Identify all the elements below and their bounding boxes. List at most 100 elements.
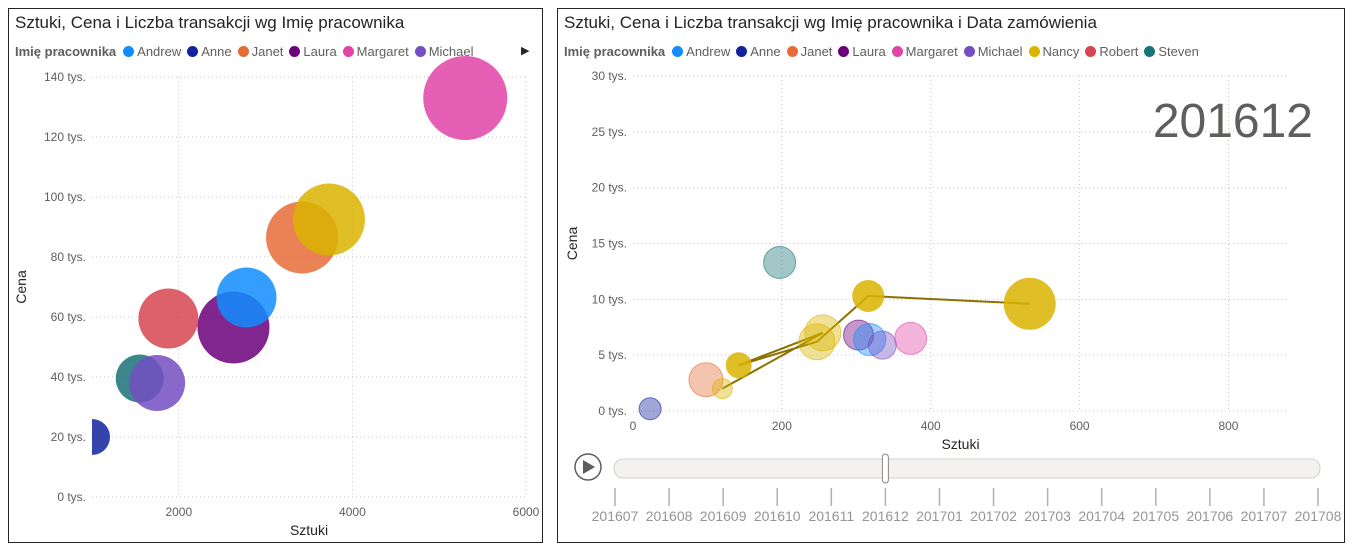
legend-title: Imię pracownika [15, 44, 117, 59]
play-axis-label: 201607 [592, 508, 639, 524]
legend-marker [891, 46, 903, 57]
y-tick-label: 20 tys. [51, 430, 86, 444]
play-axis: 201607 201608 201609 201610 201611 201612 2017… [574, 453, 1342, 524]
y-tick-label: 60 tys. [51, 310, 86, 324]
play-axis-label: 201702 [970, 508, 1017, 524]
y-tick-label: 0 tys. [57, 490, 86, 504]
legend-label: Anne [201, 44, 232, 59]
legend-item-steven[interactable]: Steven [1144, 44, 1199, 59]
legend-item-andrew[interactable]: Andrew [672, 44, 730, 59]
chart-panel-right: Sztuki, Cena i Liczba transakcji wg Imię… [557, 8, 1345, 543]
play-axis-label: 201608 [646, 508, 693, 524]
legend-marker [237, 46, 249, 57]
play-axis-label: 201706 [1186, 508, 1233, 524]
trail-line-nancy [721, 294, 1030, 390]
legend-next-icon[interactable]: ▶ [521, 45, 530, 57]
y-tick-label: 0 tys. [598, 404, 627, 418]
x-tick-label: 4000 [339, 505, 366, 519]
legend-marker [1144, 46, 1156, 57]
play-axis-label: 201707 [1241, 508, 1288, 524]
legend-item-laura[interactable]: Laura [838, 44, 886, 59]
x-tick-label: 0 [630, 419, 637, 433]
play-axis-label: 201704 [1078, 508, 1125, 524]
chart-panel-left: Sztuki, Cena i Liczba transakcji wg Imię… [8, 8, 543, 543]
play-axis-label: 201701 [916, 508, 963, 524]
legend-label: Laura [852, 44, 886, 59]
legend-marker [736, 46, 748, 57]
scatter-plot-right: 0 tys. 5 tys. 10 tys. 15 tys. 20 tys. 25 tys.… [564, 69, 1342, 524]
legend-item-michael[interactable]: Michael [414, 44, 474, 59]
legend-label: Steven [1158, 44, 1199, 59]
legend-item-anne[interactable]: Anne [187, 44, 232, 59]
chart-title: Sztuki, Cena i Liczba transakcji wg Imię… [15, 13, 405, 32]
bubble-nancy [711, 378, 733, 400]
legend-label: Andrew [137, 44, 182, 59]
legend-item-anne[interactable]: Anne [736, 44, 781, 59]
play-axis-label: 201612 [862, 508, 909, 524]
legend-item-andrew[interactable]: Andrew [123, 44, 181, 59]
legend-label: Janet [800, 44, 833, 59]
legend-marker [838, 46, 850, 57]
legend-marker [672, 46, 684, 57]
bubble-nancy [852, 279, 885, 312]
y-tick-label: 10 tys. [592, 292, 627, 306]
bubble-nancy [725, 352, 752, 379]
legend-label: Andrew [686, 44, 731, 59]
legend-item-janet[interactable]: Janet [237, 44, 284, 59]
bubble-steven [763, 245, 797, 279]
legend-marker [1028, 46, 1040, 57]
legend-label: Janet [251, 44, 284, 59]
legend-marker [342, 46, 354, 57]
chart-title: Sztuki, Cena i Liczba transakcji wg Imię… [564, 13, 1097, 32]
y-tick-label: 5 tys. [598, 348, 627, 362]
legend-item-nancy[interactable]: Nancy [1028, 44, 1079, 59]
play-axis-label: 201708 [1295, 508, 1342, 524]
x-tick-label: 400 [921, 419, 941, 433]
play-icon[interactable] [574, 453, 602, 481]
legend-item-laura[interactable]: Laura [289, 44, 337, 59]
legend-items: Andrew Anne Janet Laura Margaret Michael [123, 44, 479, 59]
y-axis-title: Cena [13, 270, 29, 304]
legend: Imię pracownika Andrew Anne Janet Laura Marg… [564, 44, 1205, 59]
play-axis-label: 201611 [808, 508, 854, 524]
bubble-margaret [894, 321, 928, 355]
legend-label: Margaret [356, 44, 409, 59]
play-axis-label: 201705 [1132, 508, 1179, 524]
y-tick-label: 100 tys. [44, 190, 86, 204]
play-axis-handle[interactable] [881, 453, 889, 484]
legend-title: Imię pracownika [564, 44, 666, 59]
legend-label: Robert [1099, 44, 1139, 59]
x-tick-label: 200 [772, 419, 792, 433]
x-tick-label: 2000 [165, 505, 192, 519]
legend-item-margaret[interactable]: Margaret [891, 44, 958, 59]
bubble-robert [138, 288, 199, 349]
legend-label: Anne [750, 44, 781, 59]
bubble-nancy [1003, 277, 1056, 330]
bubble-margaret [423, 56, 508, 140]
legend-item-robert[interactable]: Robert [1085, 44, 1138, 59]
legend-label: Michael [428, 44, 474, 59]
legend-marker [414, 46, 426, 57]
legend-label: Margaret [905, 44, 958, 59]
x-axis-title: Sztuki [290, 522, 328, 538]
y-tick-label: 15 tys. [592, 237, 627, 251]
legend-marker [1085, 46, 1097, 57]
legend-item-janet[interactable]: Janet [786, 44, 833, 59]
legend-item-michael[interactable]: Michael [963, 44, 1023, 59]
x-tick-label: 800 [1218, 419, 1238, 433]
legend-marker [187, 46, 199, 57]
y-tick-label: 80 tys. [51, 250, 86, 264]
legend-marker [786, 46, 798, 57]
y-tick-label: 120 tys. [44, 130, 86, 144]
x-tick-label: 600 [1070, 419, 1090, 433]
legend-marker [289, 46, 301, 57]
y-tick-label: 40 tys. [51, 370, 86, 384]
legend-item-margaret[interactable]: Margaret [342, 44, 409, 59]
bubble-nancy [804, 314, 842, 352]
play-axis-track[interactable] [613, 458, 1321, 479]
legend: Imię pracownika Andrew Anne Janet Laura Marg… [15, 44, 480, 59]
y-tick-label: 140 tys. [44, 70, 86, 84]
legend-marker [123, 46, 135, 57]
bubble-michael [867, 330, 897, 360]
bubble-michael [129, 355, 186, 411]
